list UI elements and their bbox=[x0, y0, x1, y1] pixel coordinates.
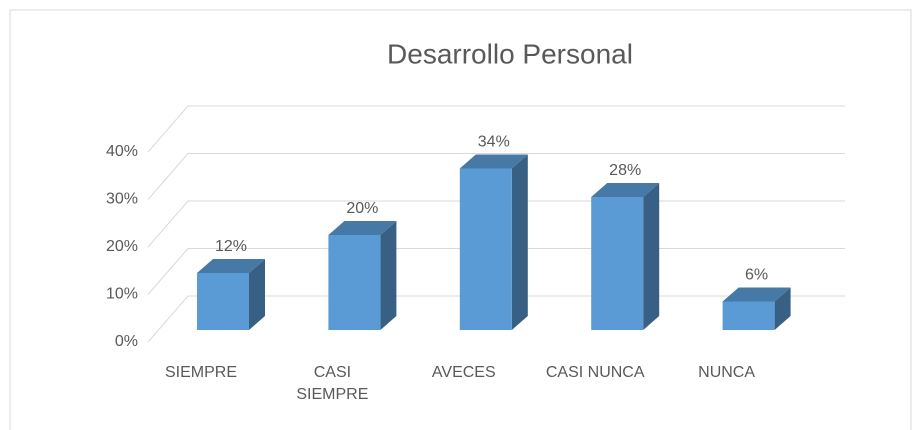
grid-line bbox=[147, 153, 845, 200]
data-label: 34% bbox=[478, 134, 510, 151]
grid-line bbox=[147, 105, 845, 153]
bar-top bbox=[591, 183, 660, 197]
bar bbox=[459, 154, 528, 330]
bar bbox=[591, 183, 660, 330]
bar-side bbox=[380, 221, 397, 330]
bar-side bbox=[643, 183, 660, 330]
y-tick-label: 40% bbox=[106, 143, 138, 160]
x-tick-label: SIEMPRE bbox=[164, 364, 237, 381]
bar-front bbox=[722, 301, 775, 330]
bar-top bbox=[722, 287, 791, 302]
x-tick-label: CASI NUNCA bbox=[545, 364, 645, 381]
bar-front bbox=[197, 273, 249, 330]
bar-front bbox=[328, 235, 381, 330]
y-tick-label: 0% bbox=[115, 333, 138, 350]
x-tick-label: AVECES bbox=[431, 364, 496, 381]
data-label: 28% bbox=[609, 162, 641, 179]
data-label: 6% bbox=[745, 267, 768, 284]
x-tick-label: CASI SIEMPRE bbox=[296, 364, 369, 403]
bar bbox=[722, 287, 791, 330]
data-label: 20% bbox=[346, 200, 378, 217]
bar-front bbox=[591, 197, 644, 330]
bar-side bbox=[249, 259, 265, 330]
chart-title: Desarrollo Personal bbox=[387, 38, 633, 69]
y-tick-label: 20% bbox=[106, 238, 138, 255]
bar-side bbox=[511, 154, 528, 330]
bar-side bbox=[774, 287, 791, 330]
bar-top bbox=[328, 221, 397, 235]
data-label: 12% bbox=[215, 238, 247, 255]
bar bbox=[328, 221, 397, 330]
bar-front bbox=[459, 168, 512, 330]
bar bbox=[197, 259, 265, 330]
bar-top bbox=[197, 259, 265, 273]
bar-top bbox=[459, 154, 528, 169]
y-tick-label: 30% bbox=[106, 191, 138, 208]
y-tick-label: 10% bbox=[106, 286, 138, 303]
x-tick-label: NUNCA bbox=[698, 364, 756, 381]
